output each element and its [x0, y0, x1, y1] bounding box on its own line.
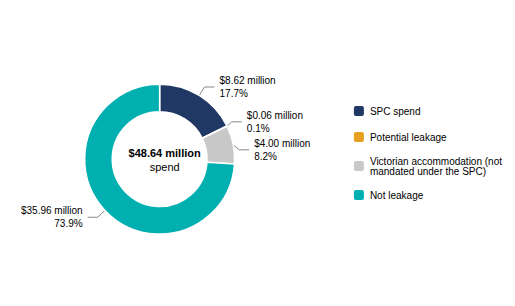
svg-text:$35.96 million: $35.96 million [21, 205, 83, 216]
svg-text:73.9%: 73.9% [54, 218, 82, 229]
svg-text:$8.62 million: $8.62 million [220, 75, 276, 86]
svg-text:$0.06 million: $0.06 million [247, 110, 303, 121]
svg-text:mandated under the SPC): mandated under the SPC) [370, 166, 486, 177]
svg-text:8.2%: 8.2% [254, 151, 277, 162]
svg-text:Not leakage: Not leakage [370, 190, 424, 201]
svg-text:spend: spend [150, 161, 180, 173]
svg-text:Victorian accommodation (not: Victorian accommodation (not [369, 155, 502, 167]
svg-text:SPC spend: SPC spend [370, 106, 421, 117]
svg-text:$48.64 million: $48.64 million [129, 147, 201, 159]
svg-text:17.7%: 17.7% [220, 88, 248, 99]
svg-text:Potential leakage: Potential leakage [370, 132, 447, 143]
svg-text:0.1%: 0.1% [247, 123, 270, 134]
svg-text:$4.00 million: $4.00 million [254, 138, 310, 149]
